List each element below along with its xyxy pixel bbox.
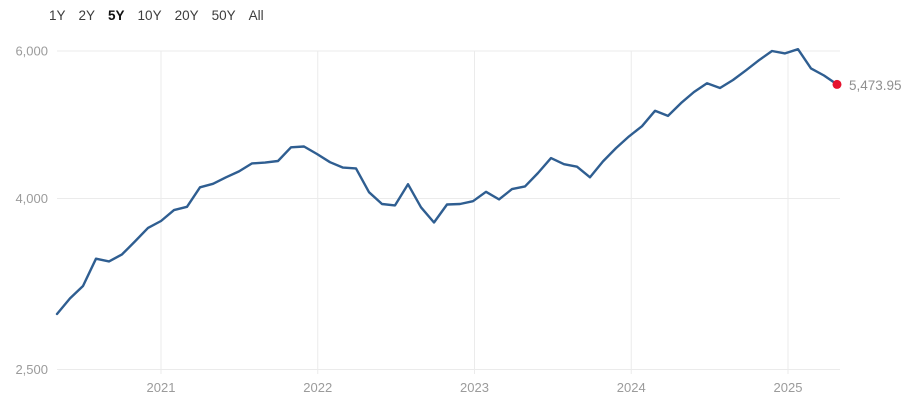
range-tab-1y[interactable]: 1Y — [49, 8, 66, 23]
price-line — [55, 48, 839, 316]
range-selector: 1Y 2Y 5Y 10Y 20Y 50Y All — [49, 7, 264, 24]
x-axis-label: 2025 — [774, 380, 803, 395]
range-tab-all[interactable]: All — [248, 8, 264, 23]
y-axis-label: 4,000 — [15, 191, 48, 206]
x-axis-label: 2024 — [617, 380, 646, 395]
x-axis-label: 2021 — [147, 380, 176, 395]
range-tab-10y[interactable]: 10Y — [137, 8, 162, 23]
range-tab-20y[interactable]: 20Y — [174, 8, 199, 23]
last-point-dot — [832, 79, 842, 89]
x-axis-label: 2022 — [303, 380, 332, 395]
last-price-label: 5,473.95 — [849, 78, 901, 93]
y-axis-label: 2,500 — [15, 362, 48, 377]
y-axis-label: 6,000 — [15, 44, 48, 59]
range-tab-50y[interactable]: 50Y — [211, 8, 236, 23]
range-tab-5y[interactable]: 5Y — [108, 8, 125, 23]
range-tab-2y[interactable]: 2Y — [78, 8, 96, 23]
x-axis-label: 2023 — [460, 380, 489, 395]
